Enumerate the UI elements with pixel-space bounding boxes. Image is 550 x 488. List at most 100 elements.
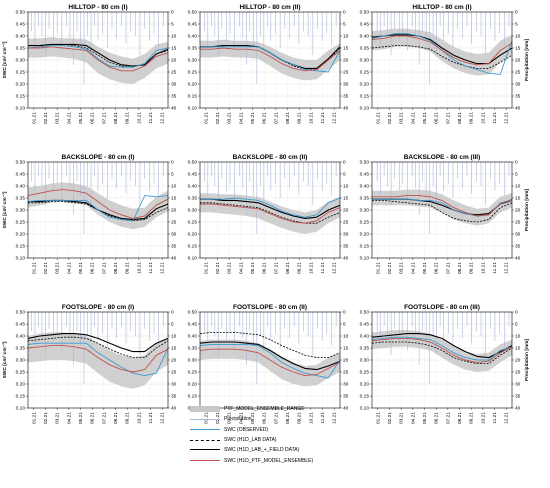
panel-9: FOOTSLOPE - 80 cm (III) 0.10 0.15 0.20 0.25 0… (360, 304, 530, 424)
precip-tick-label: 15 (343, 346, 349, 352)
swc-tick-label: 0.45 (16, 22, 26, 28)
series-observed (200, 46, 341, 73)
swc-tick-label: 0.45 (360, 172, 370, 178)
x-tick-label: 10.21 (136, 112, 142, 124)
precip-tick-label: 10 (343, 34, 349, 40)
swc-tick-label: 0.30 (188, 208, 198, 214)
x-tick-label: 11.21 (320, 262, 326, 274)
x-tick-label: 08.21 (113, 412, 119, 424)
x-tick-label: 12.21 (332, 112, 338, 124)
swc-tick-label: 0.45 (188, 322, 198, 328)
x-tick-label: 01.21 (375, 262, 381, 274)
series-lab-field (27, 333, 169, 353)
legend-item-observed: SWC (OBSERVED) (190, 425, 390, 435)
series-ptf-ensemble (200, 203, 341, 224)
x-tick-label: 01.21 (375, 112, 381, 124)
precip-tick-label: 0 (171, 160, 174, 166)
series-lab-field (199, 341, 341, 371)
swc-tick-label: 0.25 (188, 70, 198, 76)
precip-tick-label: 40 (515, 406, 521, 412)
x-tick-label: 07.21 (273, 112, 279, 124)
x-tick-label: 01.21 (203, 112, 209, 124)
precip-tick-label: 40 (343, 406, 349, 412)
series-lab (27, 336, 169, 358)
series-ptf-ensemble (371, 35, 513, 66)
legend-label: SWC (H1D_PTF_MODEL_ENSEMBLE) (224, 457, 314, 464)
series-ptf-ensemble (27, 345, 169, 373)
panel-3: HILLTOP - 80 cm (I) 0.10 0.15 0.20 0.25 0.30 0… (360, 4, 530, 124)
swc-tick-label: 0.30 (188, 58, 198, 64)
x-tick-label: 06.21 (90, 412, 96, 424)
x-tick-label: 11.21 (492, 412, 498, 424)
precip-tick-label: 35 (171, 94, 177, 100)
swc-tick-label: 0.30 (16, 208, 26, 214)
x-tick-label: 12.21 (504, 262, 510, 274)
swc-tick-label: 0.20 (16, 82, 26, 88)
swc-tick-label: 0.25 (16, 220, 26, 226)
swc-axis-title: SWC [cm³ cm⁻³] (2, 341, 8, 378)
x-tick-label: 01.21 (375, 412, 381, 424)
swc-tick-label: 0.40 (16, 334, 26, 340)
precip-tick-label: 35 (343, 394, 349, 400)
precip-tick-label: 15 (171, 196, 177, 202)
swc-tick-label: 0.15 (360, 244, 370, 250)
swc-tick-label: 0.25 (188, 370, 198, 376)
ensemble-range-band (28, 37, 168, 84)
precip-tick-label: 0 (171, 310, 174, 316)
swc-tick-label: 0.20 (188, 382, 198, 388)
swc-tick-label: 0.50 (16, 310, 26, 316)
precip-tick-label: 25 (515, 70, 521, 76)
series-ptf-ensemble (28, 46, 169, 72)
precip-tick-label: 20 (515, 208, 521, 214)
x-tick-label: 02.21 (43, 112, 49, 124)
ensemble-range-band (28, 332, 168, 389)
precip-tick-label: 15 (171, 46, 177, 52)
panel-2: HILLTOP - 80 cm (II) 0.10 0.15 0.20 0.25 0.30… (188, 4, 349, 124)
panel-4: BACKSLOPE - 80 cm (I) 0.10 0.15 0.20 0.25 0.3… (2, 154, 177, 274)
x-tick-label: 10.21 (480, 262, 486, 274)
precip-tick-label: 15 (515, 46, 521, 52)
x-tick-label: 01.21 (31, 412, 37, 424)
swc-tick-label: 0.25 (360, 220, 370, 226)
swc-tick-label: 0.35 (360, 346, 370, 352)
x-tick-label: 06.21 (262, 112, 268, 124)
precip-tick-label: 10 (515, 34, 521, 40)
ensemble-range-band (372, 330, 512, 372)
swc-tick-label: 0.30 (360, 58, 370, 64)
x-tick-label: 03.21 (55, 112, 61, 124)
x-tick-label: 04.21 (410, 412, 416, 424)
swc-tick-label: 0.50 (360, 310, 370, 316)
precip-tick-label: 30 (515, 82, 521, 88)
swc-tick-label: 0.50 (188, 10, 198, 16)
x-tick-label: 08.21 (457, 262, 463, 274)
precip-tick-label: 30 (343, 82, 349, 88)
x-tick-label: 08.21 (285, 412, 291, 424)
swc-tick-label: 0.45 (16, 172, 26, 178)
precip-tick-label: 15 (515, 346, 521, 352)
precip-tick-label: 5 (515, 172, 518, 178)
precip-tick-label: 40 (343, 256, 349, 262)
x-tick-label: 01.21 (203, 262, 209, 274)
swc-tick-label: 0.40 (188, 34, 198, 40)
swc-tick-label: 0.45 (188, 22, 198, 28)
precip-tick-label: 5 (171, 322, 174, 328)
panel-title: HILLTOP - 80 cm (I) (68, 4, 127, 11)
precip-tick-label: 25 (515, 370, 521, 376)
swc-tick-label: 0.40 (360, 34, 370, 40)
precip-tick-label: 5 (343, 22, 346, 28)
precip-tick-label: 25 (171, 220, 177, 226)
x-tick-label: 02.21 (387, 412, 393, 424)
panel-title: BACKSLOPE - 80 cm (I) (62, 154, 135, 161)
legend-item-lab-field: SWC (H1D_LAB_+_FIELD DATA) (190, 445, 390, 455)
x-tick-label: 10.21 (308, 412, 314, 424)
swc-tick-label: 0.15 (188, 94, 198, 100)
precip-tick-label: 40 (171, 256, 177, 262)
legend-label: SWC (OBSERVED) (224, 426, 269, 433)
swc-tick-label: 0.15 (360, 94, 370, 100)
x-tick-label: 12.21 (160, 112, 166, 124)
legend-item-ensemble-range: PTF_MODEL_ENSEMBLE_RANGE (190, 404, 390, 414)
swc-tick-label: 0.45 (360, 322, 370, 328)
x-tick-label: 07.21 (273, 262, 279, 274)
legend-swatch (190, 446, 220, 454)
series-observed (27, 45, 169, 68)
